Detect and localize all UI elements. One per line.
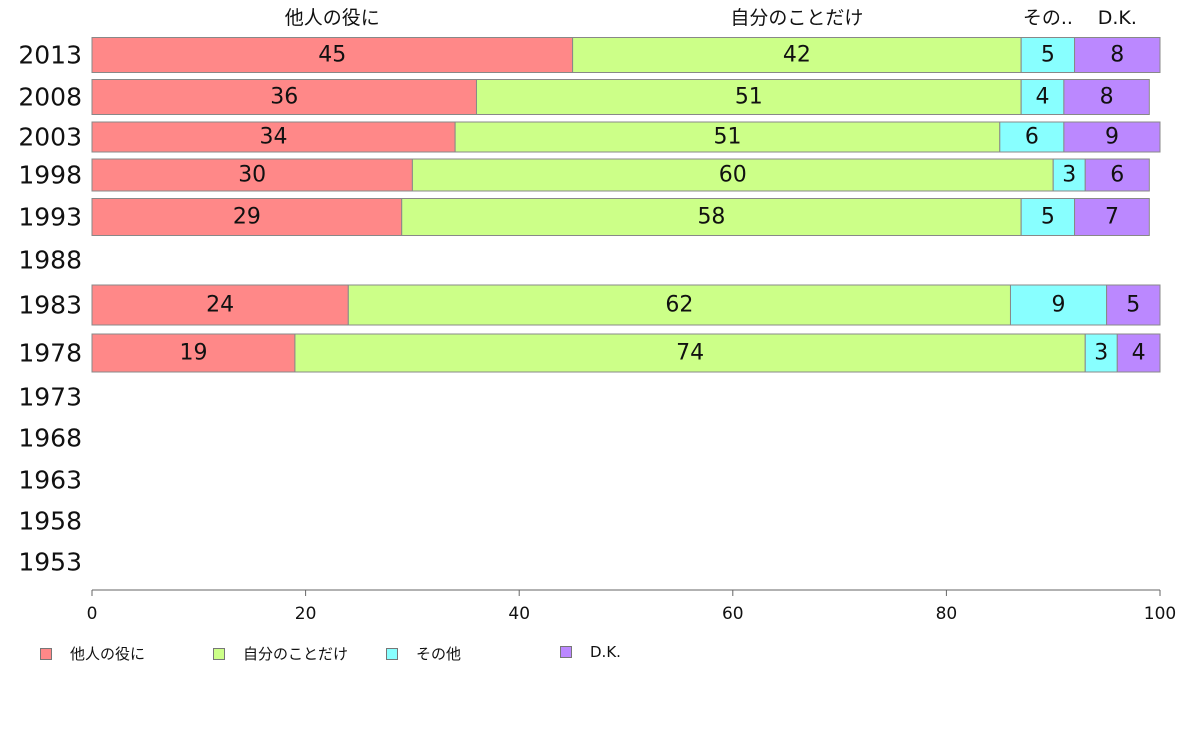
bar-segment	[91, 37, 574, 73]
value-label: 8	[1100, 85, 1114, 110]
legend-swatch	[213, 647, 225, 660]
value-label: 6	[1025, 125, 1039, 150]
bar-segment	[91, 158, 413, 192]
year-label: 1988	[18, 246, 82, 275]
value-label: 9	[1105, 125, 1119, 150]
bar-segment	[1063, 121, 1161, 153]
bar-segment	[475, 79, 1022, 115]
top-category-label: その..	[1023, 7, 1073, 29]
year-label: 1953	[18, 548, 82, 577]
value-label: 5	[1126, 293, 1140, 318]
year-label: 1983	[18, 291, 82, 320]
year-label: 1993	[18, 203, 82, 232]
x-tick-label: 100	[1144, 604, 1176, 624]
value-label: 58	[697, 205, 725, 230]
year-label: 1968	[18, 424, 82, 453]
value-label: 74	[676, 341, 704, 366]
bar-segment	[91, 198, 403, 236]
x-tick-label: 40	[508, 604, 530, 624]
value-label: 30	[238, 163, 266, 188]
year-label: 1978	[18, 339, 82, 368]
bar-segment	[91, 79, 477, 115]
value-label: 24	[206, 293, 234, 318]
year-label: 1973	[18, 383, 82, 412]
bar-segment	[1063, 79, 1150, 115]
bar-segment	[91, 121, 456, 153]
value-label: 51	[735, 85, 763, 110]
legend-item: その他	[386, 643, 461, 664]
value-label: 34	[260, 125, 288, 150]
year-label: 1998	[18, 161, 82, 190]
value-label: 5	[1041, 205, 1055, 230]
legend-label: その他	[416, 645, 462, 663]
bar-segment	[347, 284, 1011, 326]
year-label: 2008	[18, 83, 82, 112]
bar-segment	[1074, 37, 1161, 73]
top-category-label: D.K.	[1098, 7, 1137, 29]
value-label: 60	[719, 163, 747, 188]
bar-segment	[1020, 198, 1076, 236]
legend-item: 自分のことだけ	[213, 643, 348, 664]
x-tick-label: 80	[936, 604, 958, 624]
legend-label: 他人の役に	[70, 645, 146, 663]
value-label: 3	[1094, 341, 1108, 366]
year-label: 1963	[18, 466, 82, 495]
value-label: 51	[713, 125, 741, 150]
legend-label: 自分のことだけ	[243, 645, 349, 663]
value-label: 6	[1110, 163, 1124, 188]
bar-segment	[1020, 79, 1065, 115]
year-label: 1958	[18, 507, 82, 536]
legend-swatch	[386, 647, 398, 660]
bar-segment	[1074, 198, 1150, 236]
value-label: 3	[1062, 163, 1076, 188]
bar-segment	[91, 333, 296, 373]
value-label: 4	[1132, 341, 1146, 366]
legend-swatch	[40, 647, 52, 660]
value-label: 19	[179, 341, 207, 366]
value-label: 45	[318, 43, 346, 68]
value-label: 42	[783, 43, 811, 68]
value-label: 4	[1036, 85, 1050, 110]
bar-segment	[572, 37, 1022, 73]
legend-swatch	[560, 646, 572, 658]
value-label: 29	[233, 205, 261, 230]
value-label: 8	[1110, 43, 1124, 68]
legend-item: 他人の役に	[40, 643, 145, 664]
legend-label: D.K.	[590, 643, 621, 661]
stacked-bar-chart: 2013200820031998199319881983197819731968…	[18, 7, 1176, 624]
bar-segment	[1116, 333, 1161, 373]
value-label: 5	[1041, 43, 1055, 68]
bar-segment	[411, 158, 1054, 192]
bar-segment	[1106, 284, 1161, 326]
bar-segment	[1020, 37, 1076, 73]
value-label: 7	[1105, 205, 1119, 230]
year-label: 2003	[18, 123, 82, 152]
bar-segment	[1009, 284, 1108, 326]
bar-segment	[401, 198, 1022, 236]
legend: 他人の役に 自分のことだけ その他 D.K.	[40, 643, 1140, 663]
value-label: 9	[1052, 293, 1066, 318]
value-label: 36	[270, 85, 298, 110]
x-tick-label: 0	[87, 604, 98, 624]
top-category-label: 他人の役に	[285, 7, 380, 29]
bar-segment	[454, 121, 1001, 153]
top-category-label: 自分のことだけ	[730, 7, 863, 29]
legend-item: D.K.	[560, 643, 621, 661]
value-label: 62	[665, 293, 693, 318]
bar-segment	[91, 284, 349, 326]
bar-segment	[1084, 158, 1150, 192]
bar-segment	[1084, 333, 1118, 373]
x-tick-label: 20	[295, 604, 317, 624]
x-tick-label: 60	[722, 604, 744, 624]
year-label: 2013	[18, 41, 82, 70]
